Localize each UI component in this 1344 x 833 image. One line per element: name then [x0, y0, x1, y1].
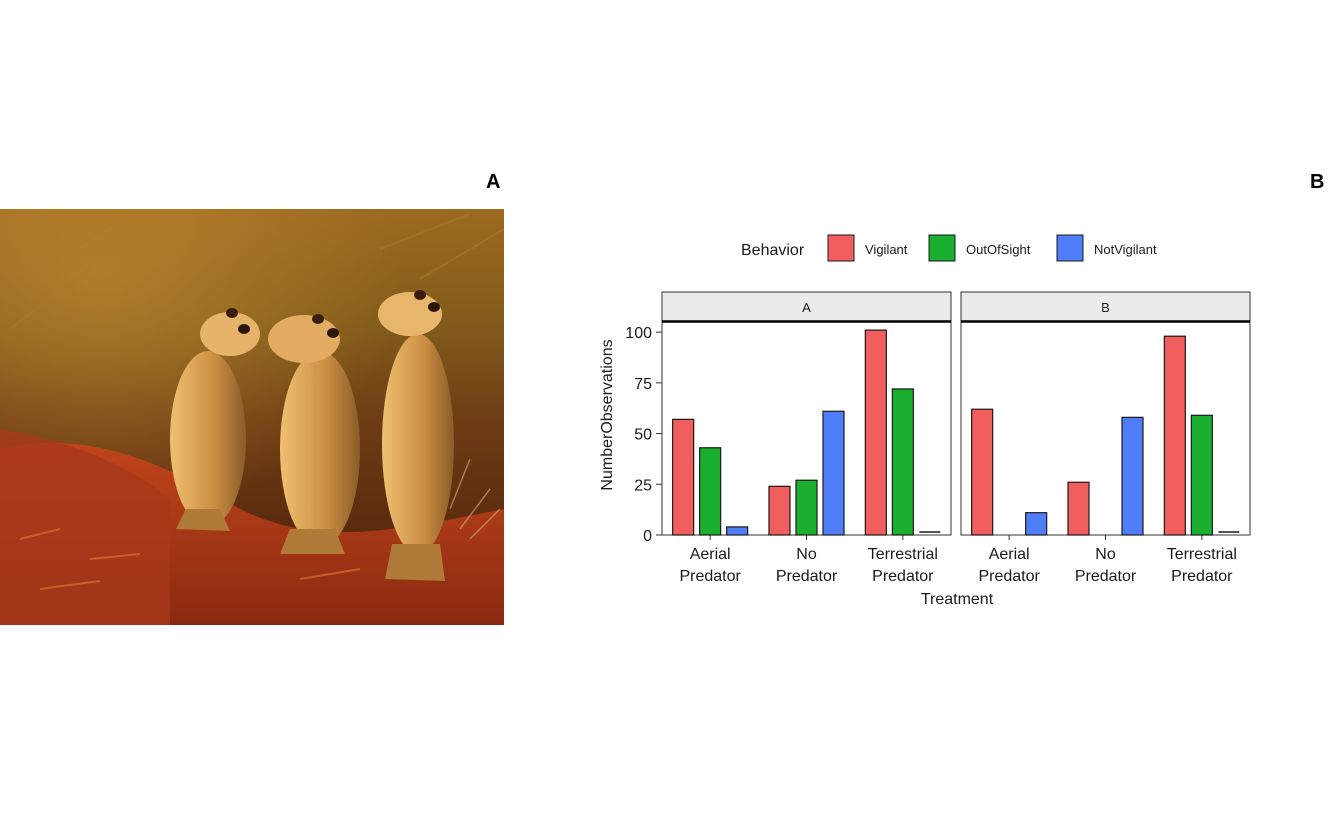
facet-b: B Aerial Predator No Predator Terrestrial Pred…	[960, 291, 1251, 585]
legend: Behavior Vigilant OutOfSight NotVigilant	[741, 234, 1157, 262]
bar-notvigilant	[1025, 512, 1048, 536]
bar-vigilant	[768, 485, 791, 536]
x-axis-label: Treatment	[921, 591, 994, 608]
bar-notvigilant	[1121, 416, 1144, 536]
y-axis-label: NumberObservations	[599, 339, 616, 490]
legend-swatch-outofsight	[928, 234, 956, 262]
x-tick-label: Predator	[1075, 568, 1137, 585]
x-tick-label: Terrestrial	[868, 546, 938, 563]
bar-vigilant	[971, 408, 994, 536]
bar-outofsight	[1190, 414, 1213, 536]
x-tick-label: Aerial	[989, 546, 1030, 563]
legend-swatch-notvigilant	[1056, 234, 1084, 262]
legend-swatch-vigilant	[827, 234, 855, 262]
x-tick-label: Predator	[1171, 568, 1233, 585]
bar-chart: Behavior Vigilant OutOfSight NotVigilant AA…	[599, 234, 1251, 608]
x-tick-label: Aerial	[690, 546, 731, 563]
bar-outofsight	[891, 388, 914, 536]
facets: A Aerial Predator No Predator Terrestrial Pred…	[661, 291, 1251, 585]
legend-label-outofsight: OutOfSight	[966, 242, 1031, 257]
panel-label-a: A	[486, 171, 501, 193]
bar-outofsight	[699, 447, 722, 536]
bar-outofsight	[795, 479, 818, 536]
x-tick-label: Predator	[679, 568, 741, 585]
legend-title: Behavior	[741, 242, 805, 259]
bar-vigilant	[864, 329, 887, 536]
y-tick-label: 25	[634, 477, 652, 494]
facet-strip-label: A	[802, 300, 811, 315]
facet-strip	[960, 291, 1251, 322]
y-axis: 0 25 50 75 100	[625, 325, 662, 545]
y-tick-label: 50	[634, 427, 652, 444]
meerkat-photo	[0, 209, 504, 625]
bar-vigilant	[1163, 335, 1186, 536]
bar-notvigilant	[726, 526, 749, 536]
x-tick-label: Predator	[872, 568, 934, 585]
legend-label-vigilant: Vigilant	[865, 242, 908, 257]
legend-label-notvigilant: NotVigilant	[1094, 242, 1157, 257]
x-tick-label: No	[796, 546, 817, 563]
x-tick-label: Terrestrial	[1167, 546, 1237, 563]
bar-vigilant	[672, 418, 695, 536]
x-tick-label: Predator	[978, 568, 1040, 585]
y-tick-label: 75	[634, 376, 652, 393]
x-tick-label: No	[1095, 546, 1116, 563]
x-tick-label: Predator	[776, 568, 838, 585]
y-tick-label: 0	[643, 528, 652, 545]
facet-a: A Aerial Predator No Predator Terrestrial Pred…	[661, 291, 952, 585]
bar-vigilant	[1067, 481, 1090, 536]
panel-label-b: B	[1310, 171, 1325, 193]
facet-strip-label: B	[1101, 300, 1110, 315]
y-tick-label: 100	[625, 325, 652, 342]
bar-notvigilant	[822, 410, 845, 536]
